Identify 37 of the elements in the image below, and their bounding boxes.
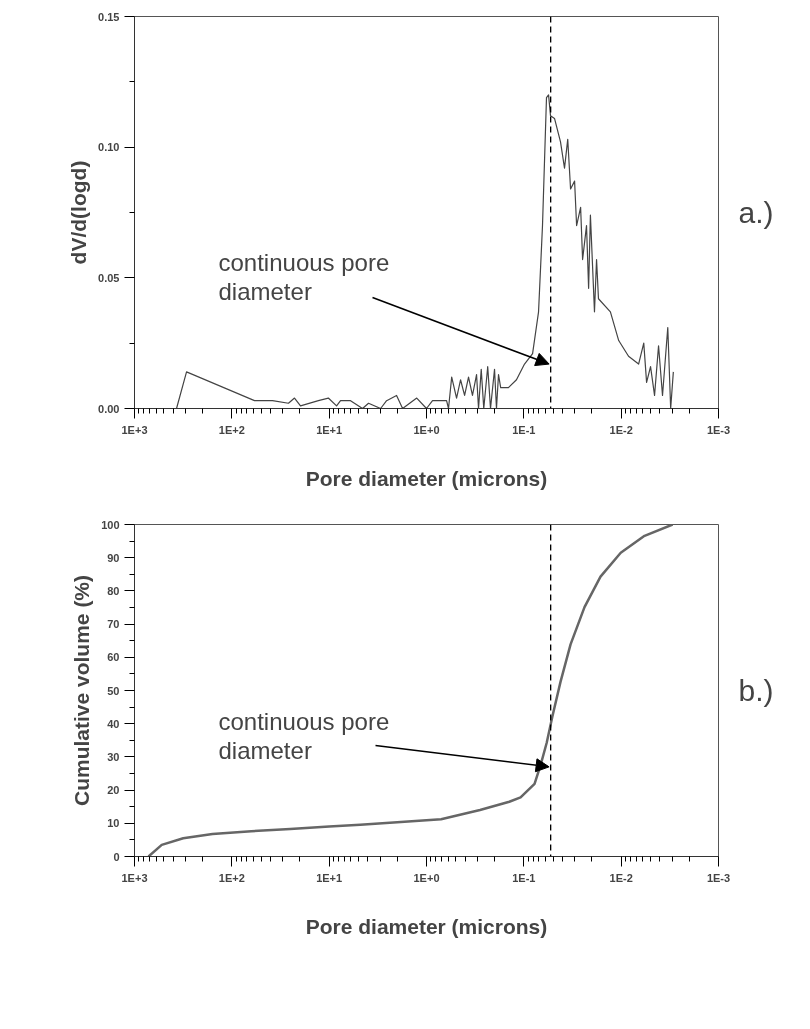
y-tick-label: 40 [107, 717, 120, 730]
y-tick-label: 100 [101, 518, 120, 531]
x-tick-label: 1E+3 [121, 871, 148, 884]
x-tick-label: 1E+1 [316, 423, 343, 436]
y-axis-title: dV/d(logd) [67, 160, 91, 265]
y-axis-title: Cumulative volume (%) [70, 574, 94, 807]
x-tick-label: 1E-3 [706, 423, 731, 436]
x-tick-label: 1E-1 [512, 423, 536, 436]
y-tick-label: 0.15 [98, 10, 120, 23]
x-tick-label: 1E+0 [413, 871, 440, 884]
x-axis-title: Pore diameter (microns) [305, 914, 548, 938]
y-tick-label: 0 [113, 850, 120, 863]
x-tick-label: 1E-3 [706, 871, 731, 884]
x-tick-label: 1E+1 [316, 871, 343, 884]
x-tick-label: 1E+2 [218, 423, 245, 436]
y-tick-label: 0.10 [98, 141, 120, 154]
y-tick-label: 30 [107, 750, 120, 763]
x-axis-title: Pore diameter (microns) [305, 466, 548, 490]
annotation: continuous pore diameter [218, 248, 390, 306]
x-tick-label: 1E+3 [121, 423, 148, 436]
y-tick-label: 0.05 [98, 271, 120, 284]
y-tick-label: 80 [107, 584, 120, 597]
y-tick-label: 70 [107, 618, 120, 631]
y-tick-label: 90 [107, 551, 120, 564]
x-tick-label: 1E-1 [512, 871, 536, 884]
x-tick-label: 1E+0 [413, 423, 440, 436]
y-tick-label: 50 [107, 684, 120, 697]
y-tick-label: 0.00 [98, 402, 120, 415]
y-tick-label: 10 [107, 817, 120, 830]
text: b.) [738, 674, 774, 707]
text: a.) [738, 196, 774, 229]
y-tick-label: 60 [107, 651, 120, 664]
y-tick-label: 20 [107, 784, 120, 797]
annotation: continuous pore diameter [218, 707, 390, 765]
x-tick-label: 1E+2 [218, 871, 245, 884]
x-tick-label: 1E-2 [609, 871, 633, 884]
x-tick-label: 1E-2 [609, 423, 633, 436]
